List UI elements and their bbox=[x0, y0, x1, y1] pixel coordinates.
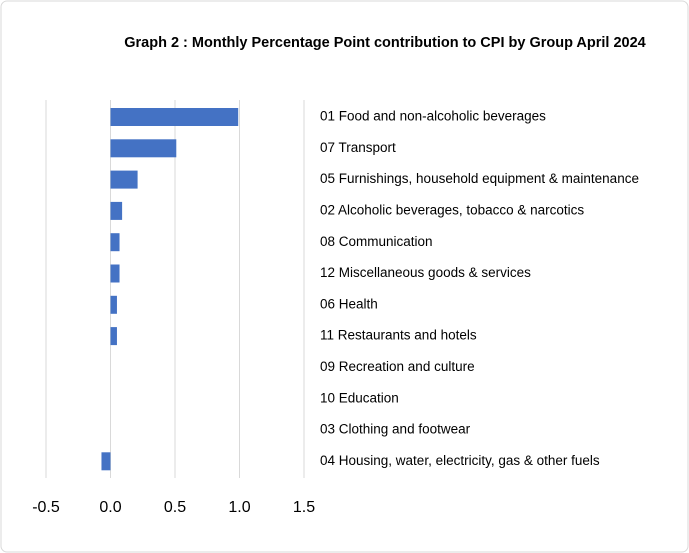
bar bbox=[110, 201, 123, 220]
x-tick-label: -0.5 bbox=[32, 499, 60, 516]
bar bbox=[110, 264, 120, 283]
bar bbox=[110, 139, 177, 158]
bar bbox=[110, 108, 239, 126]
category-label: 01 Food and non-alcoholic beverages bbox=[320, 109, 546, 124]
x-tick-label: 0.5 bbox=[164, 499, 186, 516]
x-tick-label: 1.5 bbox=[293, 499, 315, 516]
category-label: 10 Education bbox=[320, 390, 399, 405]
category-label: 07 Transport bbox=[320, 140, 396, 155]
bar bbox=[110, 233, 120, 252]
bar bbox=[110, 295, 117, 314]
bar bbox=[110, 327, 117, 346]
category-label: 04 Housing, water, electricity, gas & ot… bbox=[320, 453, 600, 468]
category-label: 08 Communication bbox=[320, 234, 433, 249]
bar bbox=[110, 170, 138, 189]
x-tick-label: 0.0 bbox=[99, 499, 121, 516]
category-label: 06 Health bbox=[320, 296, 378, 311]
chart-title: Graph 2 : Monthly Percentage Point contr… bbox=[124, 35, 646, 51]
x-tick-label: 1.0 bbox=[228, 499, 250, 516]
bar bbox=[101, 452, 111, 471]
category-label: 05 Furnishings, household equipment & ma… bbox=[320, 171, 639, 186]
category-label: 12 Miscellaneous goods & services bbox=[320, 265, 531, 280]
category-label: 02 Alcoholic beverages, tobacco & narcot… bbox=[320, 202, 584, 217]
category-label: 11 Restaurants and hotels bbox=[320, 328, 477, 343]
category-label: 03 Clothing and footwear bbox=[320, 422, 471, 437]
category-label: 09 Recreation and culture bbox=[320, 359, 475, 374]
